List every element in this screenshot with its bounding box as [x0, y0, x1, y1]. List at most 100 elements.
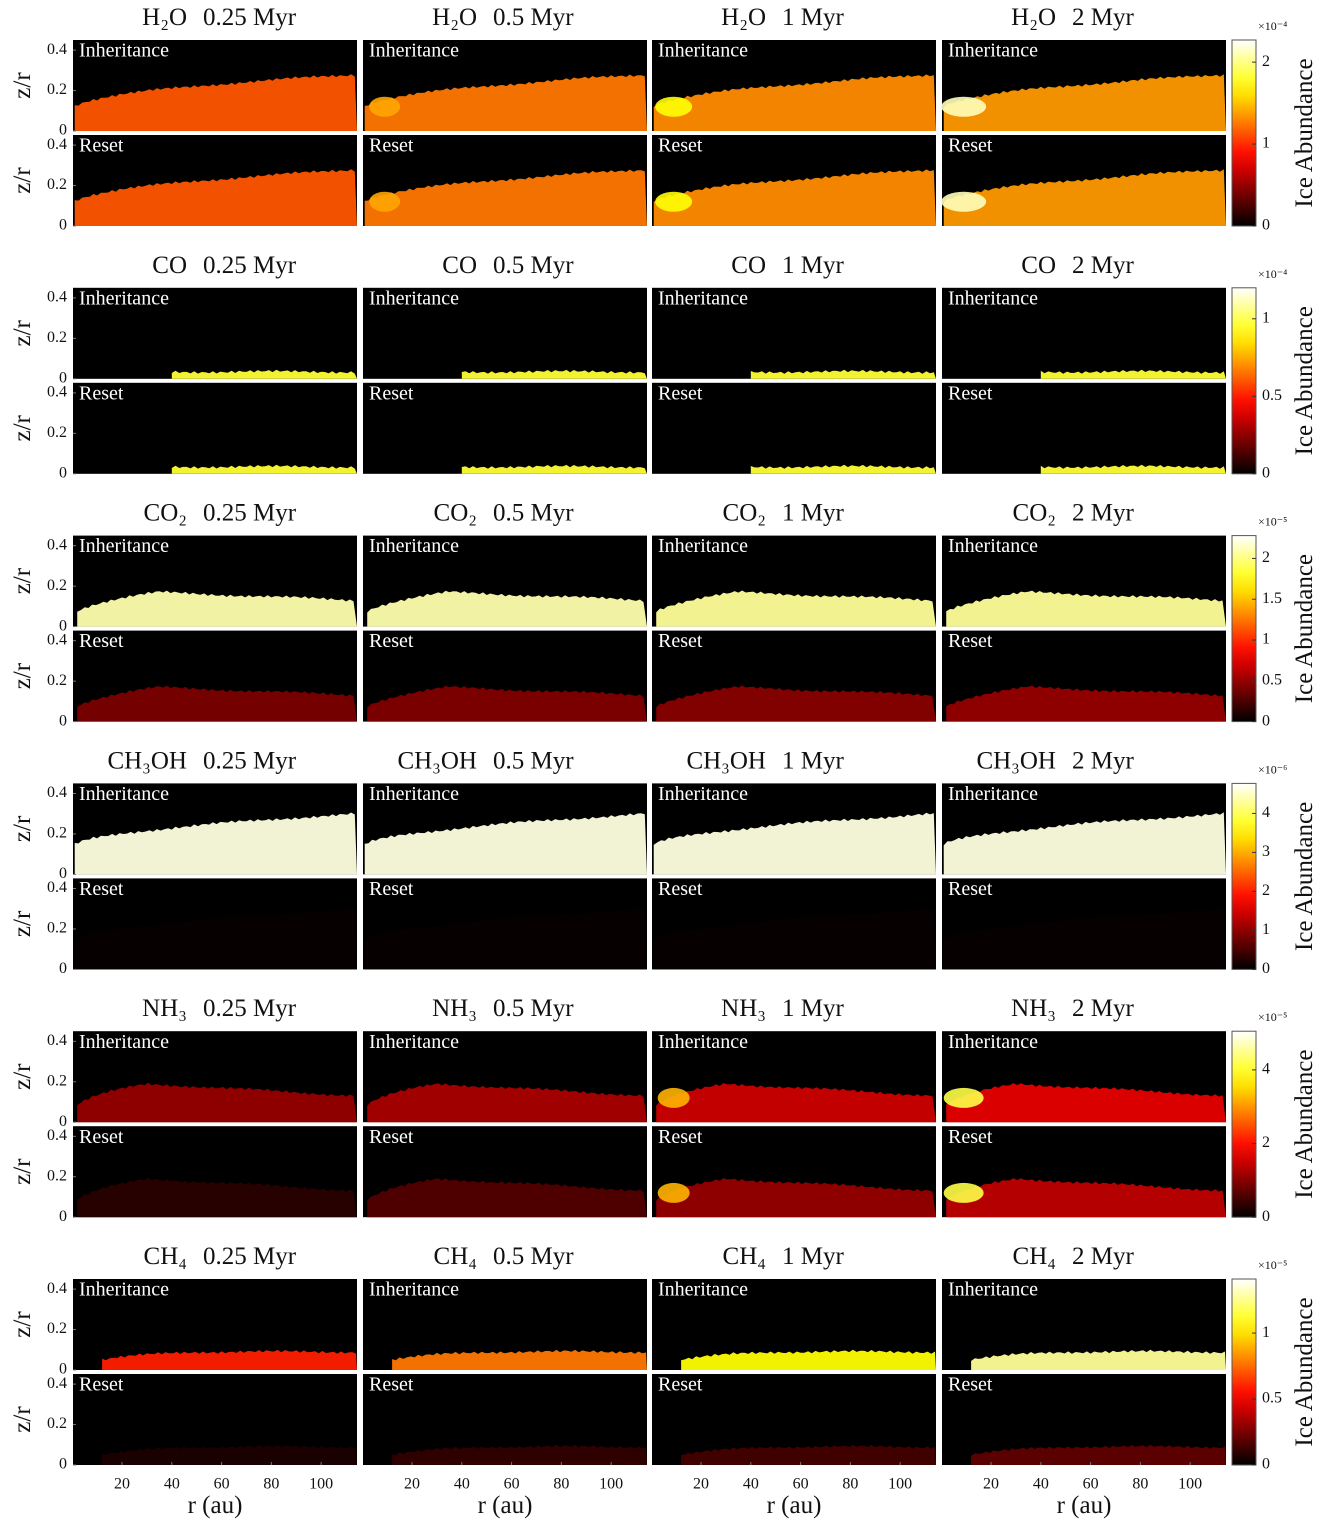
panel-label: Inheritance	[369, 1031, 459, 1053]
x-tick-label: 100	[309, 1476, 333, 1493]
panel-label: Inheritance	[79, 287, 169, 309]
y-tick-label: 0.2	[47, 1320, 67, 1337]
colorbar-exponent: ×10⁻⁵	[1258, 515, 1287, 529]
abundance-map	[367, 1083, 647, 1123]
species-title: CO	[152, 252, 187, 279]
colorbar-label: Ice Abundance	[1291, 58, 1318, 207]
species-title: NH₃	[1011, 995, 1056, 1022]
y-tick-label: 0	[59, 122, 67, 139]
y-tick-label: 0.2	[47, 1072, 67, 1089]
colorbar-label: Ice Abundance	[1291, 554, 1318, 703]
abundance-map	[1040, 464, 1226, 474]
panel-label: Reset	[79, 1374, 124, 1396]
abundance-map	[171, 464, 357, 474]
y-tick-label: 0	[59, 369, 67, 386]
abundance-map	[943, 907, 1226, 970]
species-title: CH₄	[434, 1243, 477, 1270]
x-tick-label: 80	[1132, 1476, 1148, 1493]
panel-label: Reset	[369, 382, 414, 404]
abundance-map	[102, 1444, 357, 1465]
abundance-map	[367, 1178, 647, 1218]
time-title: 0.5 Myr	[493, 747, 574, 774]
hot-spot	[369, 96, 401, 117]
y-axis-label: z/r	[9, 910, 36, 937]
colorbar	[1231, 535, 1257, 723]
colorbar-exponent: ×10⁻⁴	[1258, 19, 1287, 33]
colorbar-exponent: ×10⁻⁴	[1258, 267, 1287, 281]
panel-label: Reset	[658, 878, 703, 900]
panel-label: Reset	[948, 1126, 993, 1148]
x-tick-label: 20	[693, 1476, 709, 1493]
panel-label: Inheritance	[79, 535, 169, 557]
hot-spot	[943, 1087, 984, 1108]
y-axis-label: z/r	[9, 414, 36, 441]
colorbar-label: Ice Abundance	[1291, 306, 1318, 455]
colorbar-tick-label: 0	[1262, 464, 1270, 481]
y-tick-label: 0.4	[47, 1127, 67, 1144]
y-tick-label: 0.2	[47, 1415, 67, 1432]
y-tick-label: 0	[59, 865, 67, 882]
abundance-map	[367, 590, 647, 627]
time-title: 0.5 Myr	[493, 1243, 574, 1270]
abundance-map	[364, 74, 647, 131]
y-tick-label: 0	[59, 1208, 67, 1225]
panel-label: Reset	[658, 1374, 703, 1396]
colorbar	[1231, 782, 1257, 970]
y-axis-label: z/r	[9, 567, 36, 594]
y-tick-label: 0.2	[47, 1167, 67, 1184]
panel-label: Inheritance	[79, 783, 169, 805]
abundance-map	[653, 812, 936, 875]
abundance-map	[367, 685, 647, 722]
panel-label: Inheritance	[948, 783, 1038, 805]
colorbar-exponent: ×10⁻⁶	[1258, 762, 1287, 776]
panel-label: Reset	[79, 878, 124, 900]
time-title: 1 Myr	[782, 4, 844, 31]
panel	[942, 382, 1226, 474]
species-title: CO₂	[1013, 500, 1056, 527]
y-axis-label: z/r	[9, 1063, 36, 1090]
species-title: NH₃	[432, 995, 477, 1022]
y-tick-label: 0.2	[47, 825, 67, 842]
abundance-map	[102, 1349, 357, 1370]
species-title: H₂O	[1011, 4, 1056, 31]
colorbar-tick-label: 2	[1262, 549, 1270, 566]
species-title: H₂O	[142, 4, 187, 31]
species-title: CH₄	[144, 1243, 187, 1270]
species-title: NH₃	[721, 995, 766, 1022]
abundance-map	[77, 590, 357, 627]
panel-label: Reset	[79, 382, 124, 404]
y-tick-label: 0	[59, 960, 67, 977]
species-title: NH₃	[142, 995, 187, 1022]
panel-label: Reset	[658, 135, 703, 157]
hot-spot	[655, 191, 693, 212]
species-title: CO	[731, 252, 766, 279]
time-title: 2 Myr	[1072, 1243, 1134, 1270]
panel	[942, 287, 1226, 379]
panel	[363, 287, 647, 379]
species-title: CH₄	[1013, 1243, 1056, 1270]
time-title: 1 Myr	[782, 500, 844, 527]
y-axis-label: z/r	[9, 72, 36, 99]
y-axis-label: z/r	[9, 815, 36, 842]
time-title: 0.5 Myr	[493, 4, 574, 31]
y-tick-label: 0.4	[47, 384, 67, 401]
time-title: 2 Myr	[1072, 500, 1134, 527]
y-tick-label: 0.4	[47, 289, 67, 306]
species-title: CH₄	[723, 1243, 766, 1270]
panel-label: Inheritance	[948, 40, 1038, 62]
abundance-map	[943, 169, 1226, 226]
species-title: CO	[1021, 252, 1056, 279]
colorbar-tick-label: 4	[1262, 804, 1270, 821]
x-tick-label: 100	[599, 1476, 623, 1493]
abundance-map	[653, 907, 936, 970]
colorbar-exponent: ×10⁻⁵	[1258, 1258, 1287, 1272]
abundance-map	[681, 1444, 936, 1465]
panel-label: Inheritance	[658, 1031, 748, 1053]
y-tick-label: 0.4	[47, 1375, 67, 1392]
x-tick-label: 60	[214, 1476, 230, 1493]
colorbar-tick-label: 2	[1262, 53, 1270, 70]
panel-label: Inheritance	[658, 535, 748, 557]
hot-spot	[655, 96, 693, 117]
time-title: 0.25 Myr	[203, 500, 297, 527]
